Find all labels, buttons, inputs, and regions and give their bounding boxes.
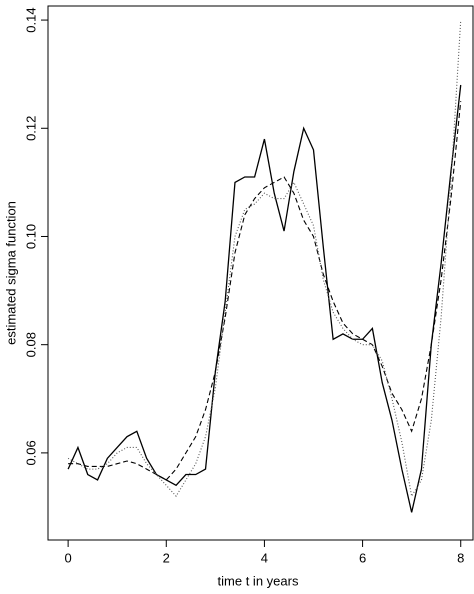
y-tick-label: 0.10	[23, 224, 38, 249]
y-tick-label: 0.12	[23, 116, 38, 141]
x-tick-label: 4	[261, 550, 268, 565]
y-tick-label: 0.06	[23, 440, 38, 465]
line-series	[67, 20, 462, 498]
y-axis-title: estimated sigma function	[3, 201, 18, 345]
y-tick-label: 0.08	[23, 332, 38, 357]
x-axis-title: time t in years	[218, 573, 299, 588]
line-series	[68, 101, 462, 481]
x-tick-label: 8	[457, 550, 464, 565]
x-tick-label: 2	[163, 550, 170, 565]
line-series	[67, 84, 462, 513]
x-tick-label: 6	[359, 550, 366, 565]
x-tick-label: 0	[65, 550, 72, 565]
plot-frame	[47, 5, 474, 541]
y-tick-label: 0.14	[23, 7, 38, 32]
